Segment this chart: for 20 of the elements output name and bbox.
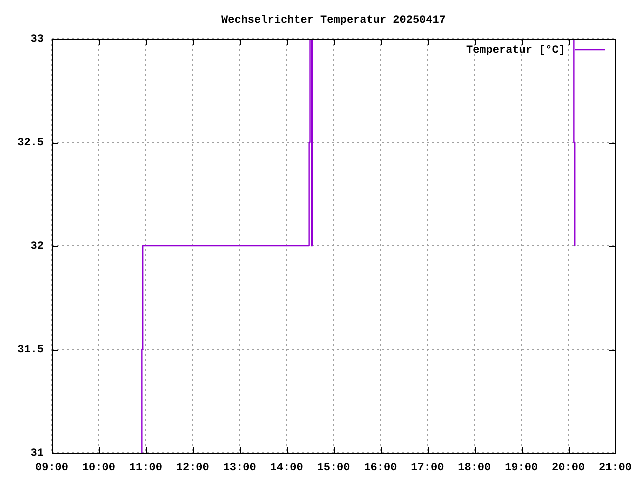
legend-label: Temperatur [°C] (466, 44, 566, 57)
y-tick-label: 32.5 (18, 137, 44, 150)
y-tick-label: 31.5 (18, 344, 44, 356)
x-tick-label: 21:00 (598, 462, 632, 474)
x-tick-label: 13:00 (223, 462, 256, 474)
x-tick-label: 12:00 (176, 462, 210, 474)
x-tick-label: 14:00 (270, 462, 304, 474)
x-tick-label: 16:00 (364, 462, 398, 474)
y-tick-label: 31 (30, 448, 44, 460)
x-tick-label: 18:00 (458, 462, 492, 474)
x-tick-label: 19:00 (505, 462, 538, 474)
y-tick-label: 32 (30, 240, 44, 253)
x-tick-label: 15:00 (317, 462, 350, 474)
chart-title: Wechselrichter Temperatur 20250417 (222, 14, 446, 27)
x-tick-label: 10:00 (82, 462, 116, 474)
x-tick-label: 09:00 (35, 462, 69, 474)
x-tick-label: 20:00 (552, 462, 586, 474)
x-tick-label: 17:00 (411, 462, 444, 474)
y-tick-label: 33 (30, 34, 44, 46)
x-tick-label: 11:00 (129, 462, 162, 474)
